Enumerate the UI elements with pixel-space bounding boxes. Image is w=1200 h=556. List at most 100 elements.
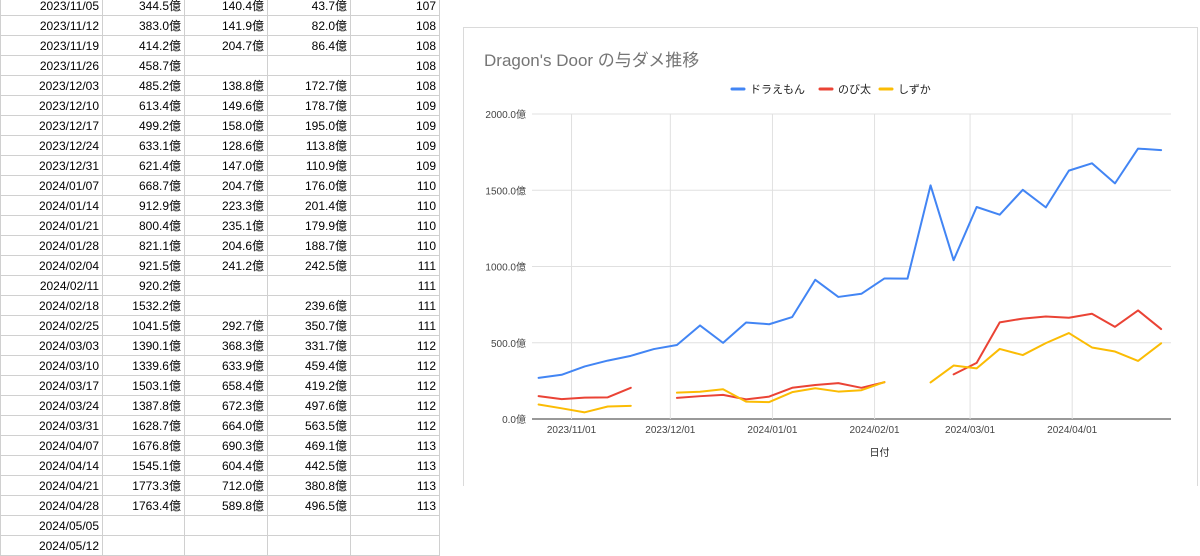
level-cell[interactable]: 107: [351, 0, 440, 16]
date-cell[interactable]: 2024/04/14: [0, 456, 103, 476]
table-row[interactable]: 2023/12/03 485.2億 138.8億 172.7億 108: [0, 76, 440, 96]
table-row[interactable]: 2024/02/11 920.2億 111: [0, 276, 440, 296]
shizuka-cell[interactable]: 350.7億: [268, 316, 351, 336]
doraemon-cell[interactable]: 1628.7億: [103, 416, 185, 436]
nobita-cell[interactable]: 658.4億: [185, 376, 268, 396]
nobita-cell[interactable]: 149.6億: [185, 96, 268, 116]
shizuka-cell[interactable]: 176.0億: [268, 176, 351, 196]
doraemon-cell[interactable]: 912.9億: [103, 196, 185, 216]
shizuka-cell[interactable]: 442.5億: [268, 456, 351, 476]
date-cell[interactable]: 2024/05/12: [0, 536, 103, 556]
shizuka-cell[interactable]: 563.5億: [268, 416, 351, 436]
shizuka-cell[interactable]: 497.6億: [268, 396, 351, 416]
level-cell[interactable]: 112: [351, 356, 440, 376]
level-cell[interactable]: 109: [351, 136, 440, 156]
doraemon-cell[interactable]: 383.0億: [103, 16, 185, 36]
table-row[interactable]: 2024/03/17 1503.1億 658.4億 419.2億 112: [0, 376, 440, 396]
nobita-cell[interactable]: 672.3億: [185, 396, 268, 416]
date-cell[interactable]: 2024/02/25: [0, 316, 103, 336]
shizuka-cell[interactable]: 188.7億: [268, 236, 351, 256]
date-cell[interactable]: 2024/01/14: [0, 196, 103, 216]
nobita-cell[interactable]: 292.7億: [185, 316, 268, 336]
level-cell[interactable]: 113: [351, 436, 440, 456]
date-cell[interactable]: 2024/03/10: [0, 356, 103, 376]
shizuka-cell[interactable]: 380.8億: [268, 476, 351, 496]
doraemon-cell[interactable]: [103, 536, 185, 556]
date-cell[interactable]: 2024/02/11: [0, 276, 103, 296]
nobita-cell[interactable]: 158.0億: [185, 116, 268, 136]
nobita-cell[interactable]: [185, 516, 268, 536]
nobita-cell[interactable]: 368.3億: [185, 336, 268, 356]
shizuka-cell[interactable]: 201.4億: [268, 196, 351, 216]
shizuka-cell[interactable]: [268, 56, 351, 76]
doraemon-cell[interactable]: 499.2億: [103, 116, 185, 136]
level-cell[interactable]: 112: [351, 376, 440, 396]
level-cell[interactable]: 111: [351, 256, 440, 276]
doraemon-cell[interactable]: 920.2億: [103, 276, 185, 296]
level-cell[interactable]: 110: [351, 236, 440, 256]
shizuka-cell[interactable]: 179.9億: [268, 216, 351, 236]
table-row[interactable]: 2024/03/31 1628.7億 664.0億 563.5億 112: [0, 416, 440, 436]
level-cell[interactable]: 108: [351, 76, 440, 96]
level-cell[interactable]: 110: [351, 176, 440, 196]
nobita-cell[interactable]: [185, 56, 268, 76]
nobita-cell[interactable]: 235.1億: [185, 216, 268, 236]
level-cell[interactable]: 113: [351, 456, 440, 476]
table-row[interactable]: 2024/04/28 1763.4億 589.8億 496.5億 113: [0, 496, 440, 516]
doraemon-cell[interactable]: 1387.8億: [103, 396, 185, 416]
shizuka-cell[interactable]: 86.4億: [268, 36, 351, 56]
nobita-cell[interactable]: [185, 536, 268, 556]
date-cell[interactable]: 2024/03/17: [0, 376, 103, 396]
nobita-cell[interactable]: 223.3億: [185, 196, 268, 216]
doraemon-cell[interactable]: 1041.5億: [103, 316, 185, 336]
doraemon-cell[interactable]: 668.7億: [103, 176, 185, 196]
nobita-cell[interactable]: 690.3億: [185, 436, 268, 456]
table-row[interactable]: 2024/01/14 912.9億 223.3億 201.4億 110: [0, 196, 440, 216]
doraemon-cell[interactable]: 458.7億: [103, 56, 185, 76]
level-cell[interactable]: 111: [351, 316, 440, 336]
shizuka-cell[interactable]: [268, 276, 351, 296]
level-cell[interactable]: [351, 516, 440, 536]
date-cell[interactable]: 2024/01/21: [0, 216, 103, 236]
doraemon-cell[interactable]: 633.1億: [103, 136, 185, 156]
shizuka-cell[interactable]: 469.1億: [268, 436, 351, 456]
doraemon-cell[interactable]: 1773.3億: [103, 476, 185, 496]
date-cell[interactable]: 2023/12/17: [0, 116, 103, 136]
nobita-cell[interactable]: 633.9億: [185, 356, 268, 376]
nobita-cell[interactable]: [185, 296, 268, 316]
doraemon-cell[interactable]: 921.5億: [103, 256, 185, 276]
shizuka-cell[interactable]: 178.7億: [268, 96, 351, 116]
doraemon-cell[interactable]: 414.2億: [103, 36, 185, 56]
level-cell[interactable]: [351, 536, 440, 556]
nobita-cell[interactable]: 141.9億: [185, 16, 268, 36]
date-cell[interactable]: 2023/12/31: [0, 156, 103, 176]
table-row[interactable]: 2024/04/21 1773.3億 712.0億 380.8億 113: [0, 476, 440, 496]
date-cell[interactable]: 2024/02/04: [0, 256, 103, 276]
nobita-cell[interactable]: 241.2億: [185, 256, 268, 276]
nobita-cell[interactable]: 138.8億: [185, 76, 268, 96]
doraemon-cell[interactable]: 800.4億: [103, 216, 185, 236]
nobita-cell[interactable]: 589.8億: [185, 496, 268, 516]
table-row[interactable]: 2024/04/14 1545.1億 604.4億 442.5億 113: [0, 456, 440, 476]
table-row[interactable]: 2023/12/10 613.4億 149.6億 178.7億 109: [0, 96, 440, 116]
table-row[interactable]: 2023/11/26 458.7億 108: [0, 56, 440, 76]
date-cell[interactable]: 2024/04/28: [0, 496, 103, 516]
table-row[interactable]: 2024/05/12: [0, 536, 440, 556]
date-cell[interactable]: 2024/03/31: [0, 416, 103, 436]
doraemon-cell[interactable]: 1503.1億: [103, 376, 185, 396]
nobita-cell[interactable]: 664.0億: [185, 416, 268, 436]
shizuka-cell[interactable]: [268, 536, 351, 556]
shizuka-cell[interactable]: 419.2億: [268, 376, 351, 396]
doraemon-cell[interactable]: 1339.6億: [103, 356, 185, 376]
nobita-cell[interactable]: 604.4億: [185, 456, 268, 476]
shizuka-cell[interactable]: 43.7億: [268, 0, 351, 16]
doraemon-cell[interactable]: 1532.2億: [103, 296, 185, 316]
shizuka-cell[interactable]: 239.6億: [268, 296, 351, 316]
date-cell[interactable]: 2024/04/07: [0, 436, 103, 456]
date-cell[interactable]: 2024/04/21: [0, 476, 103, 496]
table-row[interactable]: 2024/02/04 921.5億 241.2億 242.5億 111: [0, 256, 440, 276]
table-row[interactable]: 2024/02/25 1041.5億 292.7億 350.7億 111: [0, 316, 440, 336]
table-row[interactable]: 2023/12/17 499.2億 158.0億 195.0億 109: [0, 116, 440, 136]
doraemon-cell[interactable]: 621.4億: [103, 156, 185, 176]
nobita-cell[interactable]: 204.6億: [185, 236, 268, 256]
